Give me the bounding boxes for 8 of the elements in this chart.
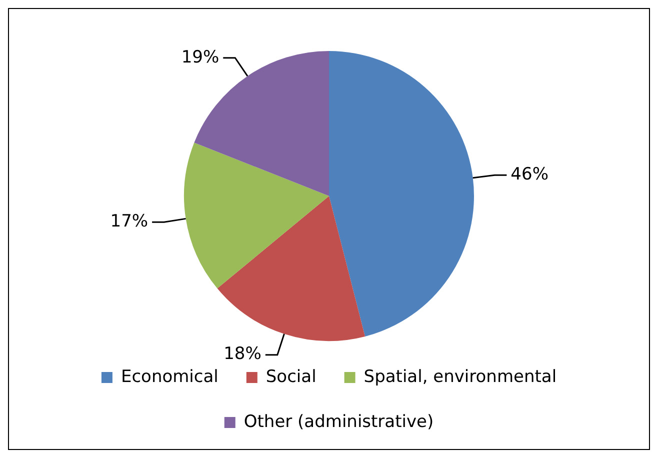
data-label: 17% (110, 212, 148, 232)
legend-label: Other (administrative) (244, 412, 434, 432)
legend-label: Spatial, environmental (364, 366, 557, 387)
data-label: 18% (224, 344, 262, 364)
legend-label: Social (266, 366, 316, 387)
data-label: 46% (510, 164, 548, 184)
data-label: 19% (181, 47, 220, 68)
legend-label: Economical (120, 366, 218, 387)
